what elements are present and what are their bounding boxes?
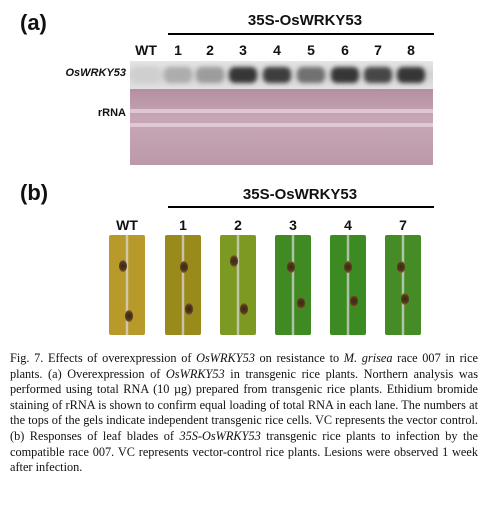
lane-label: 1 — [174, 42, 182, 58]
northern-band — [364, 67, 392, 83]
northern-band — [132, 67, 160, 83]
lane-label: 3 — [239, 42, 247, 58]
panel-b-bracket — [168, 206, 434, 208]
leaf-blade — [330, 235, 366, 335]
northern-band — [331, 67, 359, 83]
lesion — [125, 310, 133, 322]
lesion — [287, 261, 295, 273]
lane-label: 5 — [307, 42, 315, 58]
rrna-gel — [130, 89, 433, 165]
caption-gene-3: 35S-OsWRKY53 — [179, 428, 261, 443]
lesion — [180, 261, 188, 273]
leaf-lane-label: WT — [116, 217, 138, 233]
lesion — [230, 255, 238, 267]
caption-text-1: Effects of overexpression of — [43, 351, 197, 365]
leaf-blade — [165, 235, 201, 335]
lane-label: WT — [135, 42, 157, 58]
lesion — [119, 260, 127, 272]
leaf-blade — [220, 235, 256, 335]
lesion — [397, 261, 405, 273]
leaf-lane-label: 1 — [179, 217, 187, 233]
gene-row-label: OsWRKY53 — [65, 67, 126, 79]
lesion — [344, 261, 352, 273]
lane-label: 6 — [341, 42, 349, 58]
lane-label: 7 — [374, 42, 382, 58]
lesion — [350, 295, 358, 307]
lesion — [185, 303, 193, 315]
panel-b-label: (b) — [20, 180, 49, 205]
caption-species: M. grisea — [343, 351, 393, 365]
caption-gene-1: OsWRKY53 — [196, 351, 255, 365]
northern-band — [397, 67, 425, 83]
leaf-lane-label: 2 — [234, 217, 242, 233]
caption-fig-number: Fig. 7. — [10, 351, 44, 365]
caption-gene-2: OsWRKY53 — [165, 366, 225, 381]
northern-band — [263, 67, 291, 83]
lane-label: 2 — [206, 42, 214, 58]
panel-b-construct-label: 35S-OsWRKY53 — [242, 186, 358, 203]
lane-label: 4 — [273, 42, 281, 58]
northern-band — [164, 67, 192, 83]
leaf-blade — [109, 235, 145, 335]
caption-text-3: race 007 in rice plants. (a) Overexpress… — [10, 351, 478, 381]
northern-blot-gene — [130, 61, 433, 89]
leaf-blade — [275, 235, 311, 335]
leaf-blade — [385, 235, 421, 335]
leaf-lane-label: 3 — [289, 217, 297, 233]
caption-text-4: in transgenic rice plants. Northern anal… — [10, 366, 478, 443]
leaf-lane-label: 7 — [399, 217, 407, 233]
panel-a-bracket — [168, 33, 434, 35]
rrna-row-label: rRNA — [97, 107, 126, 119]
northern-band — [229, 67, 257, 83]
panel-a-construct-label: 35S-OsWRKY53 — [247, 12, 363, 29]
leaf-lane-label: 4 — [344, 217, 352, 233]
panel-a-label: (a) — [20, 10, 47, 35]
figure-caption: Fig. 7. Effects of overexpression of OsW… — [10, 351, 478, 476]
lesion — [401, 293, 409, 305]
northern-band — [297, 67, 325, 83]
northern-band — [196, 67, 224, 83]
caption-text-2: on resistance to — [254, 351, 344, 365]
lesion — [240, 303, 248, 315]
caption-text-5: transgenic rice plants to infection by t… — [10, 428, 478, 475]
lesion — [297, 297, 305, 309]
lane-label: 8 — [407, 42, 415, 58]
